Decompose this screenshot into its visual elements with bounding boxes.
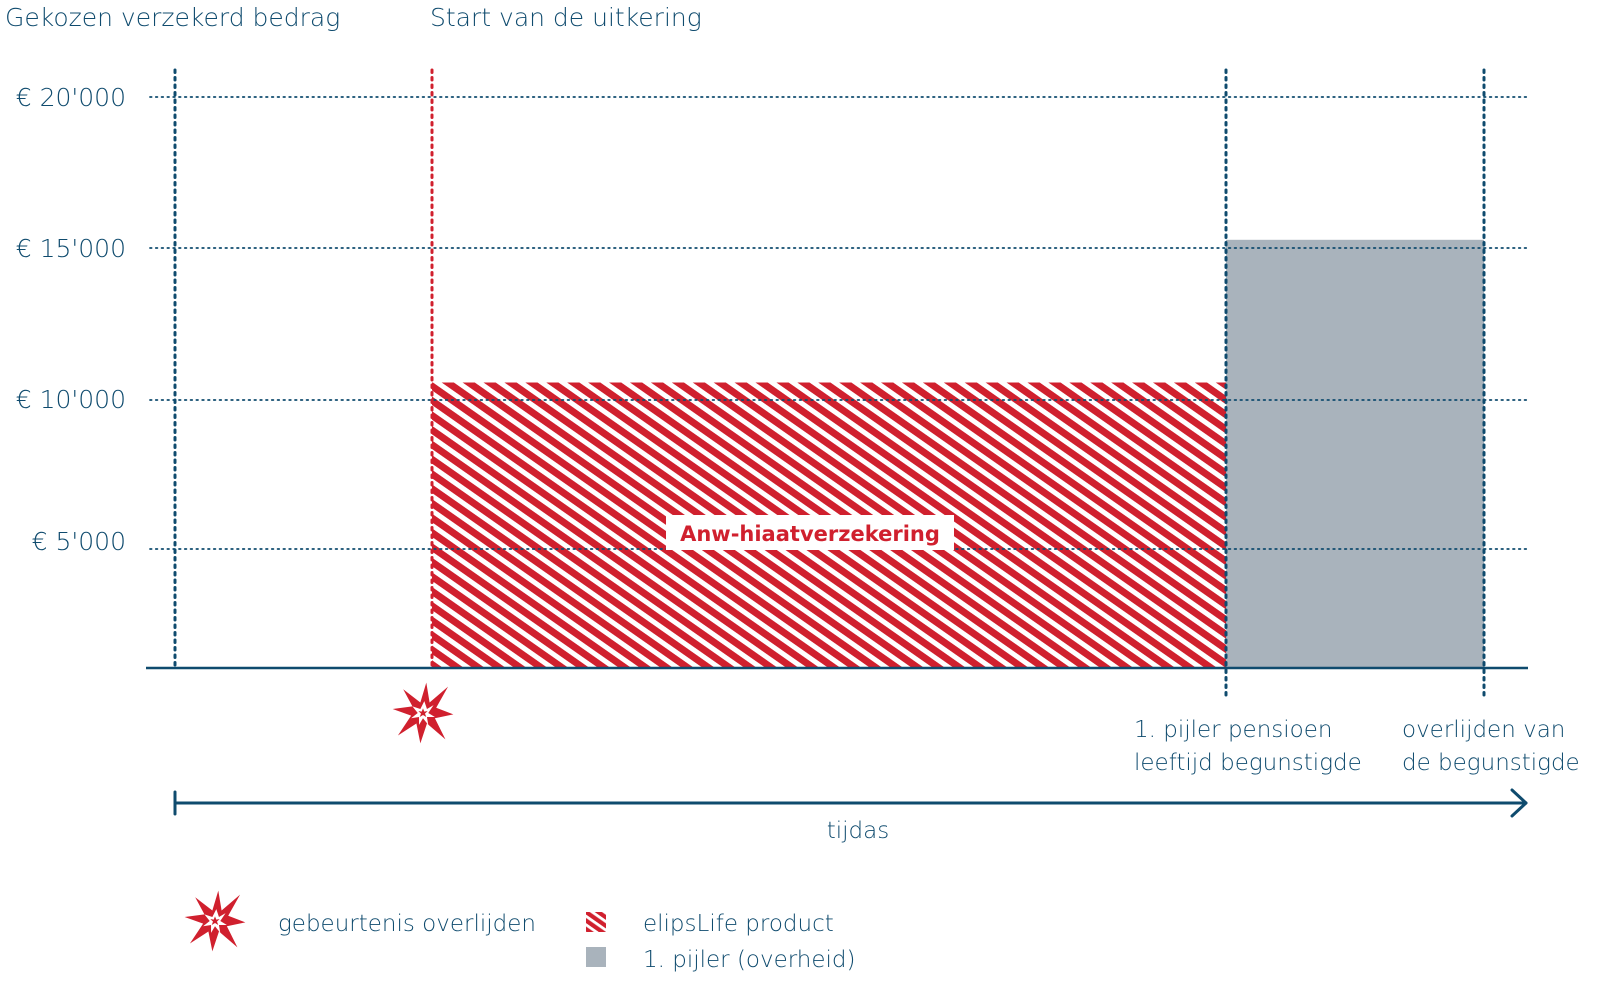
vertical-markers [173, 68, 1486, 698]
legend-product-swatch [586, 912, 606, 932]
legend-first-pillar-swatch [586, 947, 606, 967]
pension-label-line1: 1. pijler pensioen [1134, 717, 1332, 743]
starburst-icon [392, 682, 454, 744]
time-axis-arrowhead [1510, 788, 1528, 818]
product-label-box [666, 515, 954, 550]
y-tick-labels: € 20'000 € 15'000 € 10'000 € 5'000 [16, 83, 126, 556]
y-tick-10000: € 10'000 [16, 385, 126, 414]
product-label-text: Anw-hiaatverzekering [680, 522, 940, 546]
y-tick-5000: € 5'000 [32, 527, 126, 556]
legend: gebeurtenis overlijden elipsLife product… [184, 890, 856, 973]
first-pillar-bar [1226, 239, 1484, 669]
death-label-line1: overlijden van [1402, 717, 1565, 743]
legend-first-pillar-label: 1. pijler (overheid) [643, 947, 856, 973]
legend-event-label: gebeurtenis overlijden [278, 911, 536, 937]
time-axis-label: tijdas [827, 818, 889, 844]
y-tick-15000: € 15'000 [16, 234, 126, 263]
right-heading: Start van de uitkering [430, 3, 702, 32]
time-axis-arrow [173, 788, 1528, 818]
legend-starburst-icon [184, 890, 246, 952]
left-heading: Gekozen verzekerd bedrag [5, 3, 340, 32]
product-label: Anw-hiaatverzekering [666, 515, 954, 550]
y-tick-20000: € 20'000 [16, 83, 126, 112]
pension-label-line2: leeftijd begunstigde [1134, 750, 1362, 776]
death-label-line2: de begunstigde [1402, 750, 1580, 776]
legend-product-label: elipsLife product [643, 911, 834, 937]
gridlines [149, 96, 1529, 550]
